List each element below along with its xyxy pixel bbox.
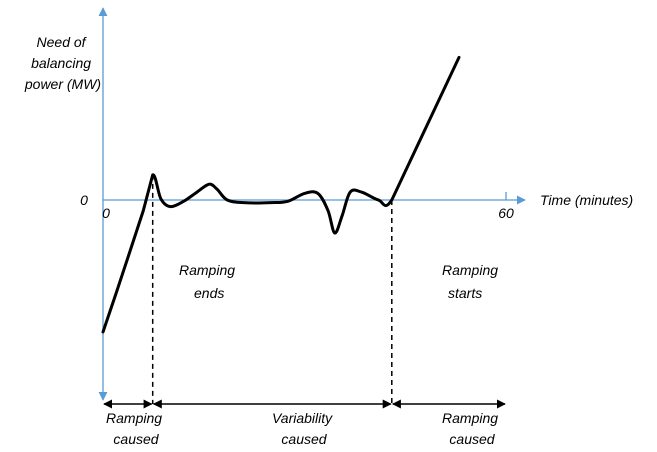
y-zero-label: 0: [80, 192, 88, 208]
ramping-caused-left-label: Ramping caused: [106, 410, 166, 447]
annotation-line: ends: [194, 285, 224, 301]
ramping-starts-label: Ramping starts: [442, 262, 502, 301]
y-axis-label-line: power (MW): [24, 76, 101, 92]
ramping-ends-label: Ramping ends: [179, 262, 239, 301]
interval-label-line: caused: [281, 431, 327, 447]
y-axis-label-line: balancing: [31, 55, 91, 71]
interval-label-line: Variability: [272, 410, 333, 426]
annotation-line: Ramping: [179, 262, 235, 278]
x-tick-label: 60: [498, 205, 514, 221]
y-axis-label-line: Need of: [37, 34, 88, 50]
interval-label-line: Ramping: [442, 410, 498, 426]
interval-label-line: Ramping: [106, 410, 162, 426]
annotation-line: Ramping: [442, 262, 498, 278]
x-tick-label: 0: [102, 205, 110, 221]
ramping-caused-right-label: Ramping caused: [442, 410, 502, 447]
annotation-line: starts: [448, 285, 482, 301]
interval-label-line: caused: [449, 431, 495, 447]
interval-label-line: caused: [113, 431, 159, 447]
x-axis-label: Time (minutes): [540, 192, 633, 208]
variability-caused-label: Variability caused: [272, 410, 336, 447]
y-axis-label: Need of balancing power (MW): [24, 34, 101, 92]
series-line: [101, 55, 461, 334]
